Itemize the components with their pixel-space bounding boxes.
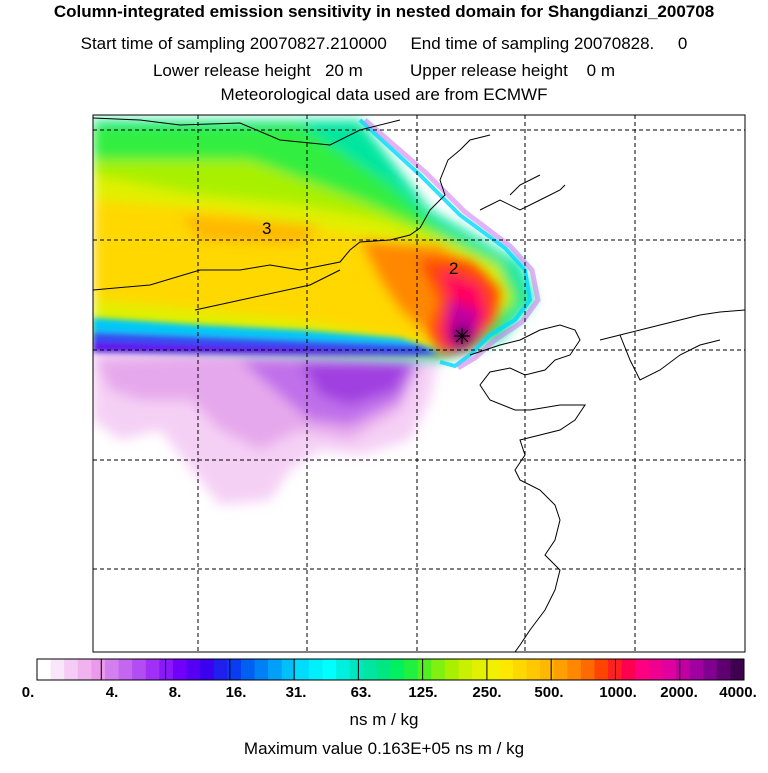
colorbar-swatch (553, 659, 568, 680)
colorbar-swatch (458, 659, 473, 680)
contour-label-3: 3 (262, 219, 272, 238)
colorbar-swatch (363, 659, 378, 680)
colorbar (37, 659, 745, 680)
colorbar-swatch (676, 659, 691, 680)
colorbar-swatch (200, 659, 215, 680)
colorbar-swatch (104, 659, 120, 680)
colorbar-swatch (336, 659, 351, 680)
colorbar-swatch (145, 659, 160, 680)
colorbar-swatch (308, 659, 324, 680)
sampling-time-text: Start time of sampling 20070827.210000 E… (80, 34, 688, 53)
colorbar-tick-label: 250. (472, 684, 502, 701)
contour-label-2: 2 (449, 259, 459, 278)
met-data-text: Meteorological data used are from ECMWF (220, 85, 548, 104)
colorbar-swatch (295, 659, 310, 680)
map-title: Column-integrated emission sensitivity i… (53, 2, 715, 21)
colorbar-swatch (172, 659, 188, 680)
colorbar-tick-label: 31. (285, 684, 307, 701)
colorbar-swatch (567, 659, 582, 680)
colorbar-swatch (417, 659, 432, 680)
colorbar-swatch (159, 659, 174, 680)
colorbar-tick-label: 4000. (719, 684, 757, 701)
colorbar-swatch (485, 659, 500, 680)
colorbar-swatch (91, 659, 106, 680)
colorbar-swatch (213, 659, 228, 680)
colorbar-swatch (512, 659, 527, 680)
colorbar-swatch (64, 659, 79, 680)
colorbar-swatch (77, 659, 92, 680)
colorbar-units: ns m / kg (349, 710, 419, 729)
colorbar-swatch (376, 659, 391, 680)
colorbar-swatch (472, 659, 487, 680)
colorbar-swatch (268, 659, 283, 680)
colorbar-tick-label: 2000. (660, 684, 698, 701)
colorbar-tick-label: 8. (168, 684, 182, 701)
colorbar-tick-label: 63. (350, 684, 372, 701)
colorbar-tick-label: 0. (21, 684, 35, 701)
colorbar-swatch (648, 659, 663, 680)
colorbar-tick-label: 1000. (599, 684, 637, 701)
colorbar-swatch (540, 659, 555, 680)
release-height-text: Lower release height 20 m Upper release … (152, 61, 616, 80)
colorbar-swatch (444, 659, 459, 680)
colorbar-swatch (281, 659, 296, 680)
colorbar-swatch (730, 659, 745, 680)
colorbar-swatch (50, 659, 65, 680)
colorbar-swatch (132, 659, 147, 680)
colorbar-swatch (118, 659, 133, 680)
receptor-marker (454, 328, 470, 344)
colorbar-swatch (635, 659, 650, 680)
colorbar-swatch (186, 659, 201, 680)
maximum-value-text: Maximum value 0.163E+05 ns m / kg (243, 739, 525, 758)
colorbar-swatch (526, 659, 541, 680)
colorbar-tick-label: 500. (534, 684, 564, 701)
colorbar-swatch (703, 659, 718, 680)
colorbar-swatch (349, 659, 364, 680)
colorbar-swatch (580, 659, 595, 680)
colorbar-swatch (322, 659, 337, 680)
colorbar-swatch (621, 659, 636, 680)
colorbar-swatch (254, 659, 269, 680)
coastline (93, 117, 745, 652)
colorbar-tick-label: 125. (408, 684, 438, 701)
colorbar-swatch (662, 659, 677, 680)
colorbar-swatch (404, 659, 419, 680)
colorbar-swatch (431, 659, 446, 680)
colorbar-swatch (689, 659, 704, 680)
colorbar-tick-label: 4. (105, 684, 119, 701)
colorbar-swatch (37, 659, 52, 680)
colorbar-swatch (716, 659, 731, 680)
colorbar-tick-label: 16. (225, 684, 247, 701)
colorbar-swatch (227, 659, 242, 680)
colorbar-swatch (390, 659, 405, 680)
lat-lon-grid (93, 115, 745, 652)
colorbar-swatch (499, 659, 514, 680)
colorbar-swatch (594, 659, 609, 680)
sensitivity-field (93, 118, 541, 505)
colorbar-swatch (240, 659, 256, 680)
